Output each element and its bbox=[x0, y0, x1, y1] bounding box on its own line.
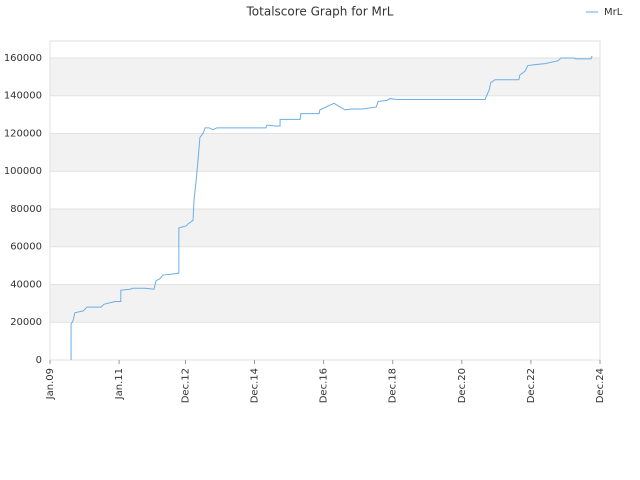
y-tick-label: 140000 bbox=[4, 91, 42, 102]
plot-band bbox=[50, 208, 600, 247]
y-tick-label: 160000 bbox=[4, 53, 42, 64]
plot-band bbox=[50, 133, 600, 172]
legend-label: MrL bbox=[604, 7, 623, 18]
plot-band bbox=[50, 322, 600, 360]
y-tick-label: 20000 bbox=[10, 317, 42, 328]
plot-band bbox=[50, 171, 600, 209]
x-tick-label: Dec.12 bbox=[180, 368, 191, 403]
x-tick-label: Jan.11 bbox=[114, 368, 125, 400]
x-tick-label: Dec.14 bbox=[250, 368, 261, 403]
data-line bbox=[70, 55, 593, 360]
y-tick-label: 0 bbox=[36, 355, 42, 366]
x-tick-label: Dec.16 bbox=[319, 368, 330, 403]
y-tick-label: 40000 bbox=[10, 279, 42, 290]
x-tick-label: Jan.09 bbox=[45, 368, 56, 400]
plot-band bbox=[50, 41, 600, 58]
y-tick-label: 100000 bbox=[4, 166, 42, 177]
x-tick-label: Dec.24 bbox=[595, 368, 606, 403]
plot-band bbox=[50, 284, 600, 323]
x-tick-label: Dec.18 bbox=[388, 368, 399, 403]
chart-title: Totalscore Graph for MrL bbox=[246, 5, 394, 19]
y-tick-label: 120000 bbox=[4, 128, 42, 139]
plot-band bbox=[50, 95, 600, 134]
x-tick-label: Dec.22 bbox=[526, 368, 537, 403]
plot-band bbox=[50, 57, 600, 96]
plot-band bbox=[50, 246, 600, 285]
x-tick-label: Dec.20 bbox=[457, 368, 468, 403]
y-tick-label: 80000 bbox=[10, 204, 42, 215]
y-tick-label: 60000 bbox=[10, 242, 42, 253]
